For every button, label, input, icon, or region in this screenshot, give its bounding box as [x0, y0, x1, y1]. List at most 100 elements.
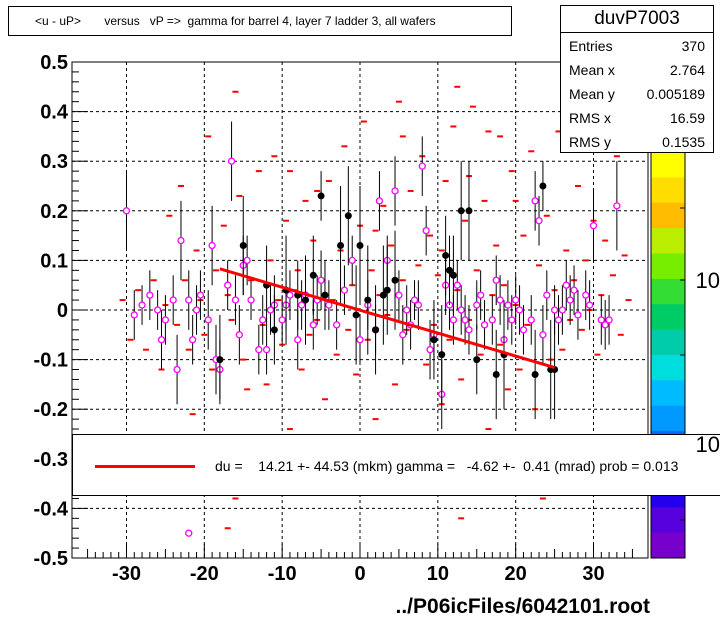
profile-point-magenta: [527, 316, 535, 324]
profile-point-magenta: [515, 306, 524, 314]
profile-point-magenta: [558, 306, 567, 314]
profile-point-magenta: [146, 291, 154, 299]
profile-point-magenta: [235, 331, 244, 339]
profile-point-black: [383, 286, 391, 294]
profile-point-magenta: [543, 291, 551, 299]
profile-point-magenta: [130, 311, 138, 319]
profile-point-magenta: [519, 326, 528, 334]
stats-value: 2.764: [669, 62, 705, 78]
profile-point-black: [391, 276, 399, 284]
profile-point-magenta: [531, 197, 539, 205]
profile-point-magenta: [480, 321, 489, 329]
profile-point-magenta: [177, 236, 185, 245]
profile-point-magenta: [550, 306, 559, 314]
profile-point-magenta: [395, 291, 403, 299]
stats-key: Mean x: [569, 62, 615, 78]
palette-band: [651, 177, 685, 204]
stats-row-rms-x: RMS x 16.59: [569, 106, 705, 130]
profile-point-magenta: [208, 241, 216, 250]
profile-point-magenta: [601, 321, 609, 329]
profile-point-magenta: [422, 226, 430, 235]
profile-point-magenta: [153, 306, 162, 314]
profile-point-black: [379, 291, 387, 299]
palette-band: [651, 202, 685, 229]
profile-point-magenta: [340, 286, 349, 294]
profile-point-magenta: [613, 202, 621, 210]
profile-point-magenta: [414, 301, 423, 309]
profile-point-magenta: [294, 336, 302, 344]
profile-point-magenta: [589, 222, 598, 230]
palette-band: [651, 532, 685, 559]
profile-point-magenta: [496, 296, 504, 304]
profile-point-black: [492, 370, 500, 378]
profile-point-magenta: [138, 301, 146, 309]
profile-point-magenta: [476, 291, 485, 299]
profile-point-magenta: [554, 316, 563, 324]
fit-legend-text: du = 14.21 +- 44.53 (mkm) gamma = -4.62 …: [215, 458, 679, 474]
stats-value: 16.59: [669, 110, 705, 126]
profile-point-magenta: [243, 256, 251, 265]
stats-name: duvP7003: [561, 6, 713, 33]
profile-point-magenta: [457, 306, 465, 314]
palette-band: [651, 253, 685, 280]
x-tick-label: -10: [268, 563, 297, 585]
profile-point-black: [473, 356, 481, 364]
y-tick-label: 0.5: [40, 52, 68, 74]
profile-point-magenta: [403, 306, 411, 314]
profile-point-black: [449, 271, 457, 279]
x-tick-label: 0: [354, 563, 365, 585]
profile-point-magenta: [410, 296, 419, 304]
profile-point-magenta: [204, 316, 212, 324]
profile-point-black: [337, 242, 345, 250]
profile-point-black: [539, 182, 547, 190]
palette-band: [651, 304, 685, 331]
profile-point-black: [442, 251, 450, 259]
stats-key: RMS y: [569, 134, 611, 150]
profile-point-black: [356, 242, 364, 250]
y-tick-label: 0.1: [40, 250, 68, 272]
profile-point-black: [430, 336, 438, 344]
palette-band: [651, 355, 685, 381]
profile-point-black: [364, 296, 372, 304]
profile-point-magenta: [122, 207, 131, 215]
profile-point-black: [446, 266, 454, 274]
stats-key: RMS x: [569, 110, 611, 126]
profile-point-magenta: [297, 301, 306, 309]
profile-point-black: [372, 326, 380, 334]
profile-point-black: [216, 356, 224, 364]
profile-point-magenta: [539, 331, 547, 339]
z-axis-label: 10: [695, 268, 720, 293]
profile-point-magenta: [566, 296, 574, 304]
fit-legend-line: [95, 465, 195, 468]
profile-point-magenta: [231, 296, 240, 304]
y-tick-label: -0.3: [34, 449, 68, 471]
stats-row-rms-y: RMS y 0.1535: [569, 130, 705, 154]
profile-point-black: [352, 311, 360, 319]
profile-point-magenta: [196, 291, 205, 299]
profile-point-magenta: [227, 157, 236, 165]
fit-line: [219, 267, 556, 369]
profile-point-black: [239, 242, 247, 250]
profile-point-magenta: [266, 306, 275, 314]
y-tick-label: -0.1: [34, 350, 68, 372]
profile-point-black: [457, 207, 465, 215]
profile-point-magenta: [259, 316, 267, 324]
profile-point-magenta: [512, 296, 520, 304]
profile-point-magenta: [348, 256, 356, 265]
profile-point-black: [302, 296, 310, 304]
palette-band: [651, 380, 685, 407]
profile-point-magenta: [286, 291, 294, 299]
y-tick-label: 0.3: [40, 151, 68, 173]
profile-point-magenta: [461, 316, 469, 324]
color-palette: [650, 151, 686, 559]
profile-point-black: [344, 212, 352, 220]
palette-band: [651, 228, 685, 254]
profile-point-magenta: [585, 301, 594, 309]
profile-point-magenta: [262, 346, 271, 354]
y-tick-label: -0.4: [34, 498, 69, 520]
chart-title: <u - uP> versus vP => gamma for barrel 4…: [8, 6, 512, 36]
fit-legend: du = 14.21 +- 44.53 (mkm) gamma = -4.62 …: [72, 434, 720, 496]
profile-point-magenta: [188, 336, 197, 344]
profile-point-magenta: [605, 316, 613, 324]
profile-point-magenta: [185, 529, 193, 537]
